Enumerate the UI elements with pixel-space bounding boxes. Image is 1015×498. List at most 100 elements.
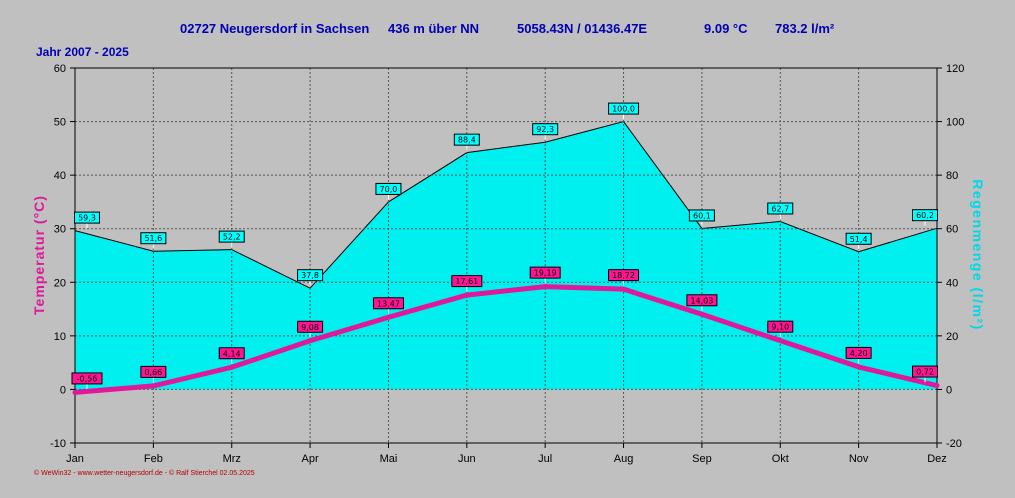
label-text: 59,3 [78, 214, 96, 223]
left-axis-title: Temperatur (°C) [31, 195, 47, 315]
rain-data-label: 52,2 [218, 230, 245, 248]
label-text: 51,6 [144, 234, 162, 243]
temperature-data-label: 14,03 [686, 294, 718, 311]
x-tick-label: Feb [144, 453, 163, 465]
label-box [218, 347, 245, 360]
left-tick-label: 20 [54, 277, 66, 289]
label-text: 62,7 [771, 204, 789, 213]
rain-data-label: 51,6 [140, 232, 167, 249]
left-tick-label: 60 [54, 63, 66, 75]
label-text: 70,0 [380, 185, 398, 194]
temperature-data-label: 9,10 [767, 320, 794, 338]
label-box [453, 133, 480, 146]
rain-data-label: 37,8 [297, 269, 324, 286]
label-box [71, 372, 103, 385]
label-text: 19,19 [534, 269, 557, 278]
x-tick-label: Mrz [223, 453, 241, 465]
label-text: 18,72 [612, 271, 635, 280]
right-tick-label: 100 [946, 117, 964, 129]
label-box [608, 269, 640, 282]
label-box [140, 365, 167, 378]
left-tick-label: -10 [50, 438, 66, 450]
rain-data-label: 59,3 [74, 211, 100, 229]
temperature-data-label: 19,19 [529, 266, 561, 284]
x-tick-label: Jun [458, 453, 476, 465]
label-text: 60,2 [916, 211, 934, 220]
rain-data-label: 62,7 [767, 202, 794, 219]
annual-rainfall: 783.2 l/m² [775, 21, 835, 36]
mean-temperature: 9.09 °C [704, 21, 748, 36]
right-axis-title: Regenmenge (l/m²) [970, 179, 986, 331]
right-tick-label: 40 [946, 277, 958, 289]
period-label: Jahr 2007 - 2025 [36, 45, 129, 59]
right-tick-label: 60 [946, 224, 958, 236]
x-tick-label: Mai [380, 453, 398, 465]
label-text: 14,03 [690, 296, 713, 305]
label-box [140, 232, 167, 245]
rain-outline [74, 121, 938, 289]
label-text: 9,10 [771, 323, 789, 332]
left-tick-label: 30 [54, 224, 66, 236]
station-coordinates: 5058.43N / 01436.47E [517, 21, 647, 36]
label-box [372, 297, 404, 310]
label-box [297, 269, 324, 282]
x-tick-label: Jan [66, 453, 84, 465]
x-tick-label: Jul [538, 453, 552, 465]
label-box [532, 123, 559, 136]
label-text: -0,56 [77, 374, 98, 383]
rain-data-label: 60,2 [912, 209, 938, 226]
data-label-layer: 59,3 51,6 52,2 37,8 70,0 88,4 92,3 100,0 60,1 62,… [71, 102, 938, 389]
x-tick-label: Sep [692, 453, 712, 465]
x-tick-label: Dez [927, 453, 947, 465]
temperature-data-label: 0,72 [912, 365, 938, 383]
label-box [845, 232, 872, 245]
rain-data-label: 51,4 [845, 232, 872, 250]
label-box [218, 230, 245, 243]
label-text: 52,2 [223, 233, 241, 242]
station-name: 02727 Neugersdorf in Sachsen [180, 21, 369, 36]
rain-data-label: 100,0 [608, 102, 640, 120]
temperature-line [72, 284, 940, 395]
temperature-data-label: 18,72 [608, 269, 640, 286]
temperature-data-label: 9,08 [297, 320, 324, 338]
temperature-line-layer [72, 284, 940, 395]
temperature-data-label: 0,66 [140, 365, 167, 383]
label-text: 9,08 [301, 323, 319, 332]
label-text: 100,0 [612, 105, 635, 114]
label-text: 51,4 [850, 235, 868, 244]
left-tick-label: 0 [60, 384, 66, 396]
left-tick-label: 10 [54, 331, 66, 343]
right-tick-label: 120 [946, 63, 964, 75]
label-box [767, 202, 794, 215]
label-text: 4,20 [850, 349, 868, 358]
label-box [845, 346, 872, 359]
right-tick-label: -20 [946, 438, 962, 450]
temperature-data-label: -0,56 [71, 372, 103, 389]
label-text: 4,14 [223, 349, 241, 358]
rain-data-label: 92,3 [532, 123, 559, 140]
label-box [74, 211, 100, 224]
label-text: 0,72 [916, 368, 934, 377]
x-tick-label: Aug [614, 453, 634, 465]
label-box [767, 320, 794, 333]
x-tick-label: Okt [772, 453, 789, 465]
right-tick-label: 0 [946, 384, 952, 396]
temperature-data-label: 17,61 [451, 275, 483, 292]
label-text: 60,1 [693, 211, 711, 220]
label-box [686, 294, 718, 307]
right-tick-label: 80 [946, 170, 958, 182]
label-box [529, 266, 561, 279]
label-text: 92,3 [536, 125, 554, 134]
label-box [297, 320, 324, 333]
temperature-data-label: 4,20 [845, 346, 872, 364]
label-text: 0,66 [144, 368, 162, 377]
label-box [912, 365, 938, 378]
label-box [912, 209, 938, 222]
label-text: 88,4 [458, 136, 476, 145]
plot-frame [74, 67, 938, 444]
label-box [451, 275, 483, 288]
label-box [375, 182, 402, 195]
copyright-footer: © WeWin32 - www.wetter-neugersdorf.de - … [34, 469, 255, 477]
